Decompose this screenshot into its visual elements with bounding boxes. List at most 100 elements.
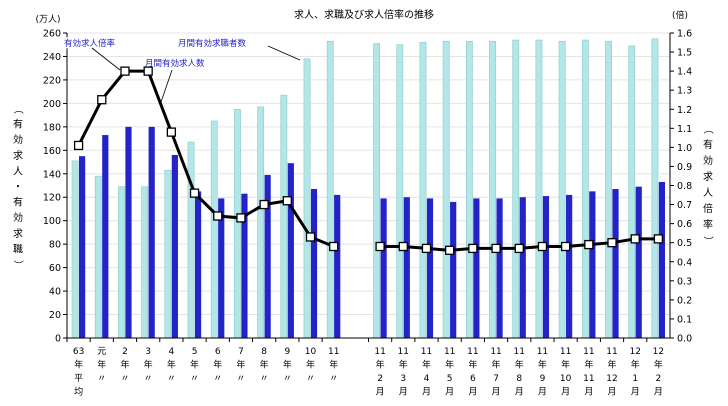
right-tick-label: 0.1 (677, 314, 692, 325)
x-tick-label: 月 (422, 387, 431, 398)
x-tick-label: 年 (422, 359, 431, 371)
bar-openings (78, 156, 86, 338)
x-tick-label: 3 (145, 347, 151, 357)
bar-openings (566, 194, 573, 338)
bar-openings (264, 174, 271, 338)
ratio-point (653, 234, 664, 244)
left-tick-label: 80 (49, 240, 61, 251)
axis-label-char: 効 (13, 211, 23, 224)
x-tick-label: 11 (467, 347, 478, 357)
x-tick-label: 月 (654, 387, 663, 398)
x-tick-label: 2 (377, 374, 383, 384)
bar-seekers (442, 40, 450, 339)
x-tick-label: 11 (583, 347, 594, 357)
bar-seekers (94, 175, 102, 339)
x-tick-label: 年 (561, 359, 570, 371)
x-tick-label: 月 (631, 387, 640, 398)
ratio-point (398, 241, 408, 252)
ratio-point (166, 127, 177, 137)
x-tick-label: 年 (654, 359, 663, 371)
x-tick-label: 月 (584, 387, 593, 398)
x-tick-label: 12 (653, 347, 664, 357)
right-tick-label: 1.0 (677, 143, 692, 154)
right-tick-label: 0.8 (677, 181, 692, 192)
ratio-annotation: 有効求人倍率 (64, 38, 116, 49)
left-tick-label: 140 (43, 169, 61, 180)
x-tick-label: 11 (514, 347, 525, 357)
left-tick-label: 20 (49, 310, 61, 321)
x-tick-label: 11 (583, 374, 594, 384)
ratio-leader-line (91, 47, 121, 71)
x-tick-label: 月 (468, 387, 477, 398)
x-tick-label: 7 (493, 374, 499, 384)
axis-label-char: 人 (703, 187, 713, 199)
x-tick-label: 年 (306, 359, 315, 371)
axis-label-char: （ (702, 124, 714, 134)
x-tick-label: 11 (421, 347, 432, 357)
seekers-leader-line (267, 45, 301, 61)
left-tick-label: 220 (43, 75, 61, 86)
x-tick-label: 11 (374, 347, 385, 357)
chart-title: 求人、求職及び求人倍率の推移 (294, 8, 434, 21)
ratio-point (491, 243, 501, 254)
bar-openings (658, 181, 666, 338)
x-tick-label: 63 (73, 347, 84, 357)
x-tick-label: 11 (398, 347, 409, 357)
axis-label-char: 人 (13, 165, 23, 177)
x-tick-label: 8 (261, 347, 267, 357)
x-tick-label: 年 (260, 359, 269, 371)
bar-openings (334, 194, 341, 338)
x-tick-label: 月 (538, 387, 547, 398)
x-tick-label: 12 (606, 374, 617, 384)
x-tick-label: 年 (376, 359, 385, 371)
x-tick-label: 月 (608, 387, 617, 398)
left-tick-label: 40 (49, 287, 61, 298)
x-tick-label: 〃 (144, 374, 153, 384)
right-tick-label: 1.2 (677, 105, 692, 116)
x-tick-label: 年 (399, 359, 408, 371)
x-tick-label: 年 (144, 359, 153, 371)
x-tick-label: 年 (190, 359, 199, 371)
x-tick-label: 11 (537, 347, 548, 357)
bar-seekers (118, 186, 125, 339)
axis-label-char: 有 (13, 196, 23, 209)
bar-openings (310, 189, 318, 338)
x-tick-label: 月 (515, 387, 524, 398)
right-tick-label: 0.9 (677, 162, 692, 173)
ratio-point (375, 241, 385, 252)
axis-label-char: 有 (703, 138, 713, 151)
ratio-point (189, 188, 200, 198)
x-tick-label: 8 (516, 374, 522, 384)
bar-seekers (326, 40, 334, 339)
x-tick-label: 10 (560, 374, 572, 384)
ratio-point (630, 234, 640, 244)
right-axis-title: （ 有効求人倍率 ） (702, 124, 714, 246)
right-unit-label: (倍) (672, 9, 688, 21)
x-tick-label: 11 (606, 347, 617, 357)
bar-seekers (257, 106, 265, 339)
x-tick-label: 月 (399, 387, 408, 398)
bar-openings (218, 198, 225, 338)
left-tick-label: 180 (43, 122, 61, 133)
ratio-point (259, 199, 269, 210)
x-tick-label: 〃 (120, 374, 129, 384)
bar-seekers (396, 44, 404, 339)
x-tick-label: 10 (305, 347, 317, 357)
ratio-point (73, 140, 84, 151)
bar-openings (125, 126, 132, 338)
bar-seekers (303, 58, 311, 339)
ratio-point (584, 239, 594, 250)
x-tick-label: 1 (632, 374, 638, 384)
x-tick-label: 〃 (306, 374, 315, 384)
x-tick-label: 年 (445, 359, 454, 371)
right-tick-label: 0.0 (677, 334, 692, 345)
right-tick-label: 0.2 (677, 295, 692, 306)
bar-seekers (489, 40, 496, 339)
left-tick-label: 0 (55, 334, 61, 345)
right-tick-label: 0.6 (677, 219, 692, 230)
x-tick-label: 11 (490, 347, 501, 357)
bar-openings (612, 189, 619, 338)
bar-openings (102, 135, 109, 338)
ratio-point (305, 232, 316, 242)
